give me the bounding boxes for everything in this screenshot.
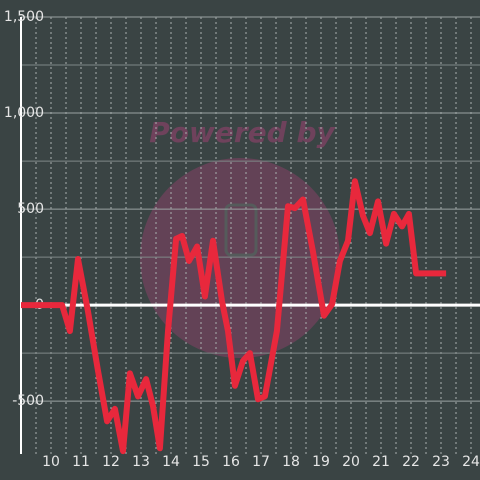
x-tick-label: 10 [42,454,60,470]
y-tick-label: -500 [12,393,44,409]
x-tick-label: 23 [432,454,450,470]
x-tick-label: 16 [222,454,240,470]
x-tick-label: 11 [72,454,90,470]
x-tick-label: 15 [192,454,210,470]
x-tick-label: 24 [462,454,480,470]
y-tick-label: 1,000 [4,105,44,121]
data-line [21,178,447,455]
watermark-text: Powered by [149,116,336,149]
x-tick-label: 21 [372,454,390,470]
x-tick-label: 22 [402,454,420,470]
x-tick-label: 14 [162,454,180,470]
y-tick-label: 500 [17,201,44,217]
x-tick-label: 20 [342,454,360,470]
x-tick-label: 13 [132,454,150,470]
x-tick-label: 18 [282,454,300,470]
y-tick-label: 1,500 [4,9,44,25]
x-tick-label: 12 [102,454,120,470]
x-tick-label: 17 [252,454,270,470]
x-tick-label: 19 [312,454,330,470]
